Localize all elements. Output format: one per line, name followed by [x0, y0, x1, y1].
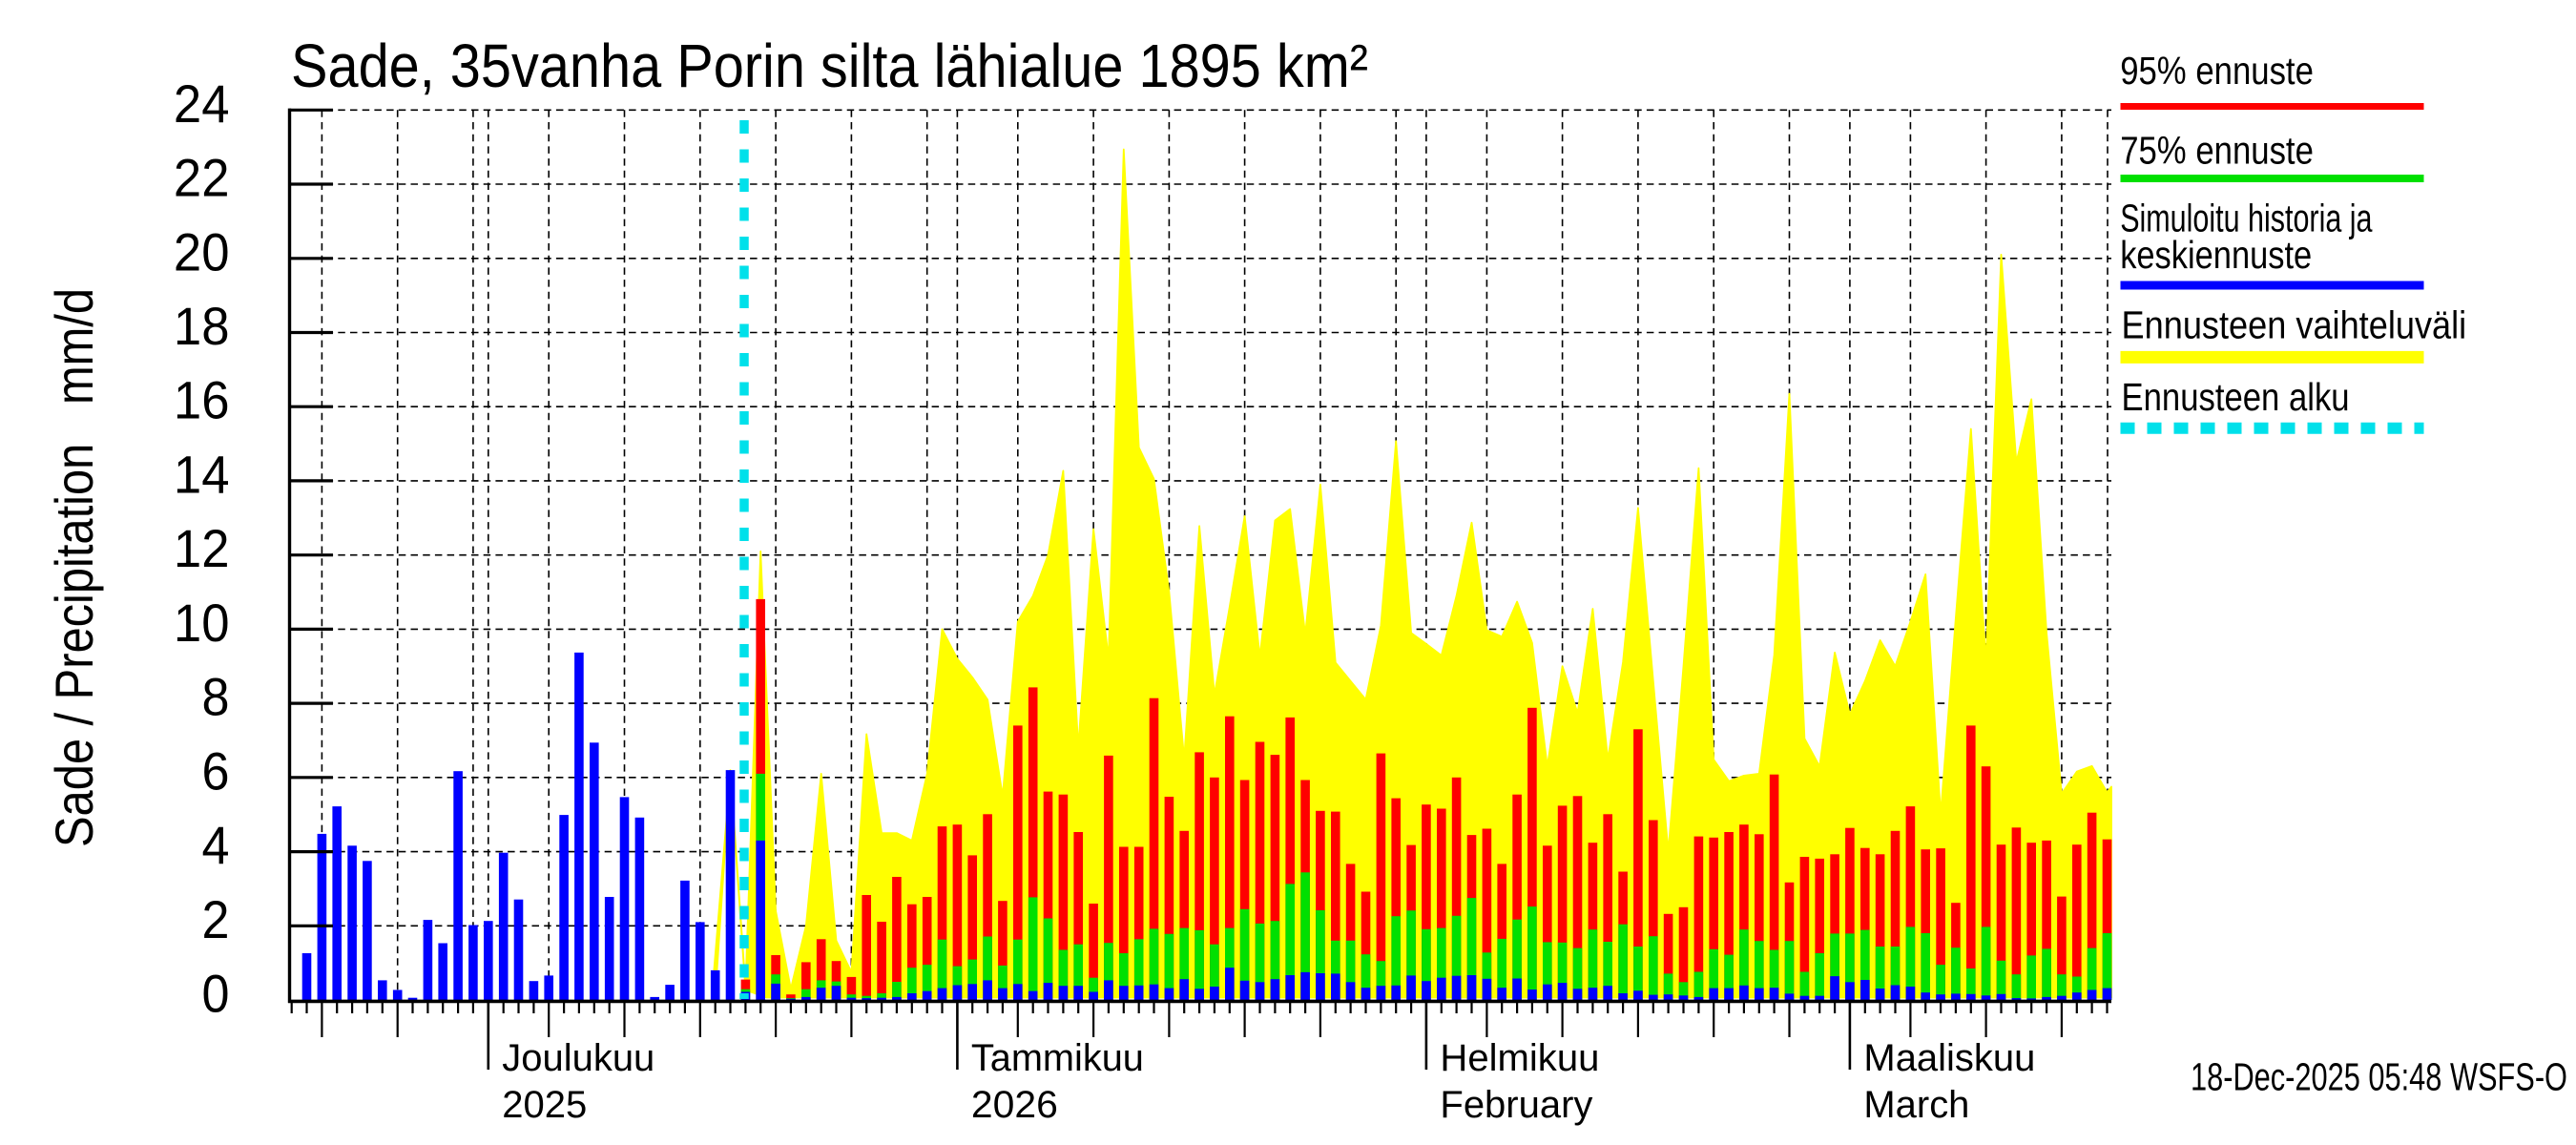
svg-text:Ennusteen alku: Ennusteen alku — [2122, 375, 2350, 419]
svg-text:22: 22 — [174, 148, 230, 208]
svg-text:0: 0 — [202, 964, 230, 1024]
svg-text:Maaliskuu: Maaliskuu — [1863, 1037, 2035, 1079]
svg-text:keskiennuste: keskiennuste — [2120, 233, 2312, 277]
svg-text:2: 2 — [202, 889, 230, 949]
svg-text:8: 8 — [202, 667, 230, 727]
svg-text:Helmikuu: Helmikuu — [1440, 1037, 1599, 1079]
svg-text:10: 10 — [174, 593, 230, 653]
svg-text:March: March — [1863, 1084, 1969, 1126]
svg-text:Joulukuu: Joulukuu — [502, 1037, 654, 1079]
svg-text:Tammikuu: Tammikuu — [971, 1037, 1144, 1079]
svg-text:14: 14 — [174, 444, 230, 504]
svg-text:2025: 2025 — [502, 1084, 587, 1126]
svg-text:24: 24 — [174, 73, 230, 134]
svg-text:12: 12 — [174, 518, 230, 578]
svg-text:Simuloitu historia ja: Simuloitu historia ja — [2120, 197, 2372, 240]
svg-text:February: February — [1440, 1084, 1592, 1126]
svg-text:2026: 2026 — [971, 1084, 1058, 1126]
svg-text:Sade, 35vanha Porin silta lähi: Sade, 35vanha Porin silta lähialue 1895 … — [291, 31, 1368, 100]
svg-text:16: 16 — [174, 370, 230, 430]
svg-text:20: 20 — [174, 221, 230, 281]
svg-text:4: 4 — [202, 815, 230, 875]
svg-text:18-Dec-2025 05:48 WSFS-O: 18-Dec-2025 05:48 WSFS-O — [2191, 1054, 2567, 1098]
svg-text:Ennusteen vaihteluväli: Ennusteen vaihteluväli — [2122, 302, 2467, 346]
svg-text:95% ennuste: 95% ennuste — [2120, 49, 2314, 93]
svg-text:6: 6 — [202, 740, 230, 801]
svg-text:75% ennuste: 75% ennuste — [2120, 129, 2314, 173]
svg-text:Sade / Precipitation mm/d: Sade / Precipitation mm/d — [44, 288, 104, 847]
svg-text:18: 18 — [174, 296, 230, 356]
